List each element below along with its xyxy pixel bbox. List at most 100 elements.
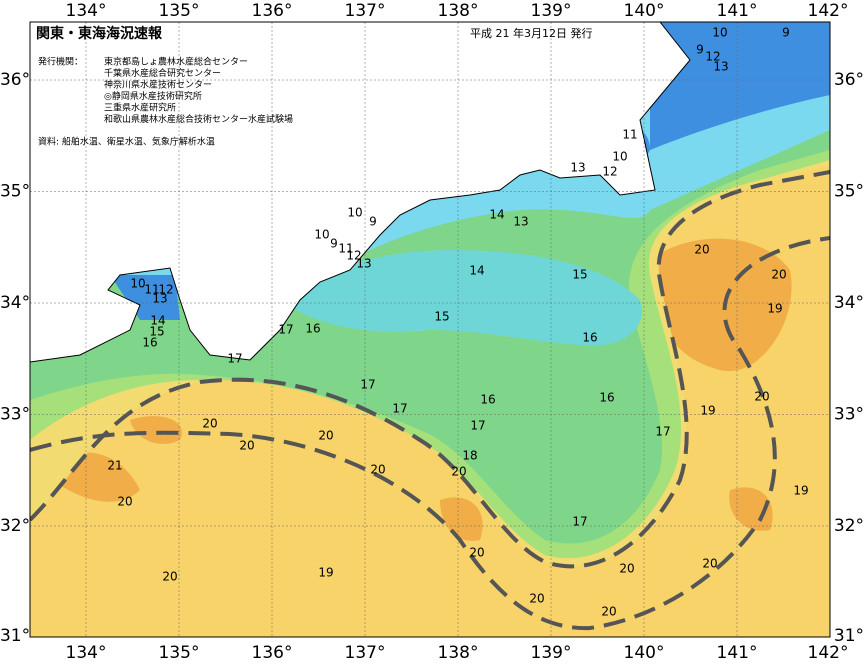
contour-label: 12 (602, 165, 617, 179)
lon-label-bottom: 135° (159, 643, 200, 663)
map-area (30, 22, 830, 637)
contour-label: 11 (144, 283, 159, 297)
contour-label: 16 (480, 393, 495, 407)
contour-label: 15 (149, 325, 164, 339)
contour-label: 12 (346, 249, 361, 263)
contour-label: 9 (369, 215, 377, 229)
contour-label: 16 (599, 391, 614, 405)
contour-label: 19 (700, 404, 715, 418)
lon-label-bottom: 142° (808, 643, 849, 663)
contour-label: 13 (152, 292, 167, 306)
contour-label: 14 (489, 208, 504, 222)
contour-label: 15 (572, 268, 587, 282)
contour-label: 17 (392, 402, 407, 416)
lon-label-bottom: 136° (252, 643, 293, 663)
contour-label: 18 (462, 449, 477, 463)
contour-label: 20 (619, 562, 634, 576)
contour-label: 14 (469, 264, 484, 278)
contour-label: 13 (570, 161, 585, 175)
agency-label: 発行機関： (38, 56, 83, 68)
contour-label: 12 (158, 283, 173, 297)
issue-date: 平成 21 年3月12日 発行 (470, 26, 592, 40)
lon-label-bottom: 140° (624, 643, 665, 663)
data-source: 資料: 船舶水温、衛星水温、気象庁解析水温 (38, 136, 215, 148)
contour-label: 12 (705, 50, 720, 64)
kuroshio-north (30, 170, 830, 569)
warm-eddy (650, 238, 792, 372)
lon-label-top: 134° (66, 1, 107, 21)
contour-label: 17 (655, 425, 670, 439)
contour-label: 9 (330, 237, 338, 251)
contour-label: 13 (356, 257, 371, 271)
lat-label-left: 33° (0, 405, 30, 425)
contour-label: 21 (107, 459, 122, 473)
lon-label-top: 135° (159, 1, 200, 21)
contour-label: 9 (696, 43, 704, 57)
cold-water (280, 250, 642, 346)
agency-name: 和歌山県農林水産総合技術センター水産試験場 (104, 113, 293, 125)
contour-label: 10 (130, 277, 145, 291)
contour-label: 10 (712, 26, 727, 40)
kuroshio-south (30, 236, 830, 631)
contour-label: 19 (318, 566, 333, 580)
lon-label-top: 141° (717, 1, 758, 21)
lon-label-bottom: 139° (531, 643, 572, 663)
contour-label: 17 (360, 378, 375, 392)
agency-name: 東京都島しょ農林水産総合センター (104, 56, 248, 68)
contour-label: 11 (338, 242, 353, 256)
lat-label-left: 36° (0, 70, 30, 90)
lon-label-bottom: 141° (717, 643, 758, 663)
lat-label-right: 34° (834, 293, 864, 313)
lon-label-top: 140° (624, 1, 665, 21)
lon-label-top: 136° (252, 1, 293, 21)
contour-label: 14 (150, 314, 165, 328)
map-frame (29, 21, 831, 638)
agency-name: 千葉県水産総合研究センター (104, 67, 221, 79)
contour-label: 9 (782, 26, 790, 40)
contour-label: 10 (314, 228, 329, 242)
contour-label: 17 (278, 323, 293, 337)
contour-label: 20 (694, 243, 709, 257)
land (30, 22, 691, 363)
contour-label: 17 (227, 352, 242, 366)
lat-label-right: 32° (834, 516, 864, 536)
lat-label-left: 35° (0, 182, 30, 202)
lon-label-bottom: 134° (66, 643, 107, 663)
contour-label: 20 (117, 495, 132, 509)
contour-label: 20 (771, 268, 786, 282)
contour-label: 20 (451, 465, 466, 479)
lat-label-right: 33° (834, 405, 864, 425)
lat-label-right: 35° (834, 182, 864, 202)
contour-label: 16 (305, 322, 320, 336)
lon-label-top: 137° (345, 1, 386, 21)
agency-name: 三重県水産研究所 (104, 102, 176, 114)
contour-label: 10 (347, 206, 362, 220)
lat-label-left: 31° (0, 626, 30, 646)
contour-label: 20 (469, 546, 484, 560)
contour-label: 20 (162, 570, 177, 584)
contour-label: 20 (754, 390, 769, 404)
contour-label: 20 (601, 605, 616, 619)
contour-label: 11 (622, 128, 637, 142)
contour-label: 10 (612, 150, 627, 164)
lon-label-top: 138° (438, 1, 479, 21)
lon-label-bottom: 137° (345, 643, 386, 663)
contour-label: 15 (434, 310, 449, 324)
contour-label: 13 (513, 215, 528, 229)
contour-label: 20 (202, 417, 217, 431)
contour-label: 20 (370, 463, 385, 477)
contour-label: 19 (793, 484, 808, 498)
contour-label: 20 (702, 557, 717, 571)
lon-label-top: 142° (808, 1, 849, 21)
agency-name: ◎静岡県水産技術研究所 (104, 90, 202, 102)
graticule (30, 22, 830, 637)
contour-label: 20 (529, 592, 544, 606)
contour-label: 13 (713, 60, 728, 74)
contour-label: 20 (318, 429, 333, 443)
contour-label: 16 (582, 331, 597, 345)
contour-label: 16 (142, 336, 157, 350)
contour-label: 20 (239, 439, 254, 453)
lon-label-top: 139° (531, 1, 572, 21)
